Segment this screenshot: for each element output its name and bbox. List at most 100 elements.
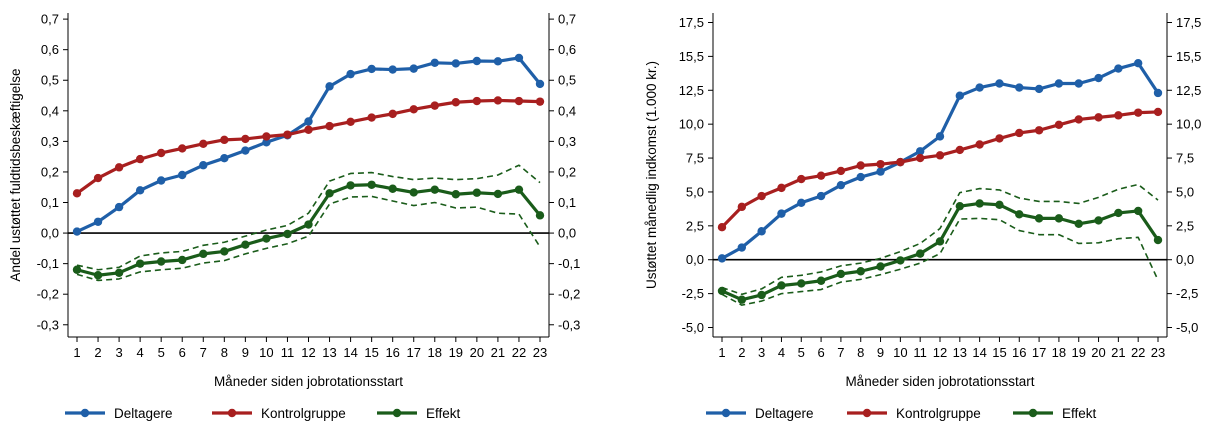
y-tick-label-right: 0,3: [558, 134, 576, 149]
data-point-deltagere: [514, 53, 524, 63]
data-point-deltagere: [915, 147, 925, 156]
x-tick-label: 22: [512, 345, 526, 360]
x-tick-label: 23: [1151, 345, 1165, 360]
y-tick-label-left: -0,3: [37, 317, 59, 332]
x-tick-label: 17: [1032, 345, 1046, 360]
x-tick-label: 3: [115, 345, 122, 360]
data-point-kontrolgruppe: [409, 105, 418, 114]
data-point-kontrolgruppe: [156, 148, 166, 158]
data-point-effekt: [388, 184, 397, 193]
data-point-kontrolgruppe: [199, 139, 208, 149]
y-tick-label-right: -0,3: [558, 317, 580, 332]
y-tick-label-left: -2,5: [682, 286, 704, 301]
data-point-effekt: [995, 200, 1004, 210]
data-point-effekt: [93, 271, 103, 280]
legend-swatch-marker: [862, 408, 872, 418]
x-axis-title: Måneder siden jobrotationsstart: [845, 374, 1034, 389]
legend-label: Kontrolgruppe: [896, 406, 981, 421]
data-point-kontrolgruppe: [241, 134, 250, 144]
data-point-effekt: [896, 256, 905, 265]
y-tick-label-left: 5,0: [686, 184, 704, 199]
x-tick-label: 4: [778, 345, 785, 360]
y-tick-label-right: 0,4: [558, 103, 576, 118]
x-tick-label: 10: [259, 345, 273, 360]
x-tick-label: 9: [242, 345, 249, 360]
y-tick-label-left: 0,0: [41, 226, 59, 241]
data-point-kontrolgruppe: [220, 135, 229, 145]
x-axis-title: Måneder siden jobrotationsstart: [214, 374, 403, 389]
x-tick-label: 7: [837, 345, 844, 360]
x-tick-label: 15: [364, 345, 378, 360]
x-tick-label: 13: [953, 345, 967, 360]
data-point-effekt: [178, 255, 187, 265]
confidence-band-line: [76, 195, 541, 282]
data-point-deltagere: [856, 172, 865, 182]
data-point-deltagere: [325, 82, 334, 91]
data-point-kontrolgruppe: [114, 163, 124, 172]
y-tick-label-right: 0,2: [558, 164, 576, 179]
data-point-effekt: [514, 185, 524, 194]
data-point-deltagere: [430, 58, 439, 68]
data-point-deltagere: [955, 91, 965, 100]
y-tick-label-left: 0,2: [41, 164, 59, 179]
y-tick-label-left: 0,3: [41, 134, 59, 149]
data-point-deltagere: [72, 227, 82, 236]
x-tick-label: 6: [817, 345, 824, 360]
data-point-deltagere: [1133, 58, 1143, 68]
y-tick-label-left: 0,5: [41, 73, 59, 88]
data-point-kontrolgruppe: [737, 202, 747, 212]
y-tick-label-right: 0,7: [558, 12, 576, 27]
confidence-band-line: [76, 164, 541, 271]
data-point-deltagere: [199, 161, 208, 170]
data-point-kontrolgruppe: [1054, 120, 1064, 130]
y-tick-label-right: 17,5: [1176, 15, 1201, 30]
data-point-kontrolgruppe: [856, 161, 865, 170]
data-point-effekt: [409, 188, 418, 197]
y-tick-label-right: -0,2: [558, 287, 580, 302]
data-point-effekt: [975, 199, 984, 208]
data-point-kontrolgruppe: [451, 98, 461, 107]
data-point-kontrolgruppe: [757, 191, 766, 201]
data-point-kontrolgruppe: [995, 134, 1004, 143]
data-point-deltagere: [346, 69, 355, 79]
x-tick-label: 18: [1052, 345, 1066, 360]
data-point-effekt: [135, 259, 145, 268]
data-point-deltagere: [220, 153, 229, 163]
data-point-effekt: [777, 281, 786, 290]
x-tick-label: 8: [221, 345, 228, 360]
data-point-deltagere: [114, 202, 124, 212]
y-axis-title: Ustøttet månedlig indkomst (1.000 kr.): [644, 61, 659, 289]
data-point-effekt: [451, 190, 461, 199]
x-tick-label: 19: [1071, 345, 1085, 360]
legend-label: Deltagere: [755, 406, 814, 421]
x-tick-label: 2: [738, 345, 745, 360]
y-tick-label-right: 15,5: [1176, 49, 1201, 64]
legend-swatch-marker: [392, 408, 402, 418]
x-tick-label: 21: [491, 345, 505, 360]
data-point-kontrolgruppe: [717, 222, 727, 232]
x-tick-label: 10: [893, 345, 907, 360]
data-point-kontrolgruppe: [430, 101, 439, 110]
data-point-kontrolgruppe: [72, 189, 82, 198]
data-point-effekt: [935, 237, 945, 246]
data-point-effekt: [737, 295, 747, 304]
data-point-kontrolgruppe: [816, 171, 826, 180]
right-chart-panel: -5,0 -5,0 -2,5 -2,5 0,0 0,0 2,5 2,5 5,0 5,0 7,5 7,5…: [644, 13, 1201, 421]
data-point-effekt: [72, 265, 82, 274]
y-tick-label-left: 17,5: [679, 15, 704, 30]
data-point-kontrolgruppe: [1114, 111, 1123, 120]
data-point-deltagere: [409, 64, 418, 73]
data-point-effekt: [1114, 208, 1123, 218]
x-tick-label: 17: [406, 345, 420, 360]
x-tick-label: 11: [913, 345, 927, 360]
data-point-effekt: [797, 279, 806, 288]
legend-label: Effekt: [426, 406, 461, 421]
data-point-deltagere: [816, 191, 826, 201]
y-tick-label-right: 0,6: [558, 42, 576, 57]
y-tick-label-left: 0,0: [686, 252, 704, 267]
y-tick-label-right: 12,5: [1176, 83, 1201, 98]
data-point-deltagere: [93, 217, 103, 226]
data-point-kontrolgruppe: [346, 117, 355, 127]
x-tick-label: 5: [158, 345, 165, 360]
